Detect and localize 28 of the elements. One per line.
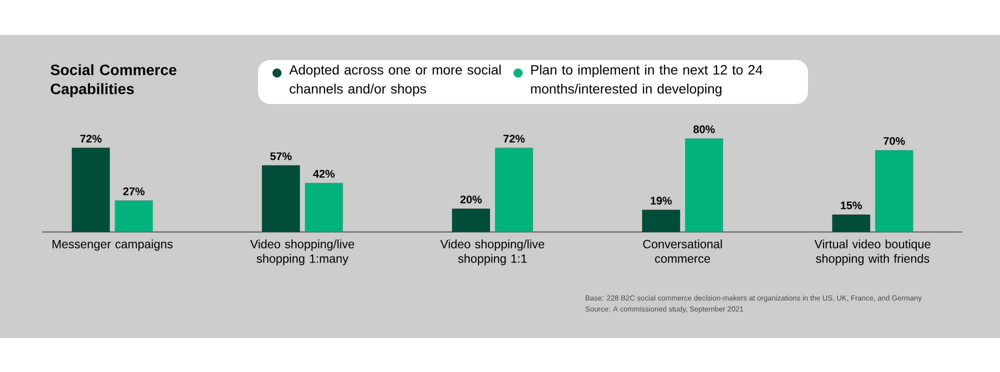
bar [262,165,300,232]
bar [114,200,153,232]
bar [642,210,680,232]
data-label: 72% [80,134,102,143]
x-tick-label: Messenger campaigns [52,240,173,251]
data-label: 72% [503,134,525,143]
bar [875,150,914,232]
legend-label: Plan to implement in the next 12 to 24 months/interested in developing [531,64,762,96]
chart-title: Social Commerce Capabilities [50,64,176,98]
data-label: 57% [270,152,292,160]
bar [72,148,110,232]
x-tick-label: Virtual video boutique shopping with friends [814,240,930,266]
x-tick-label: Video shopping/live shopping 1:1 [440,240,544,266]
bar [452,208,490,232]
data-label: 15% [840,201,862,210]
data-label: 19% [650,196,672,205]
bar [304,182,343,232]
bar [495,148,534,232]
legend-label: Adopted across one or more social channels and/or shops [289,64,501,96]
data-label: 70% [884,137,905,145]
data-label: 80% [693,125,715,134]
x-tick-label: Video shopping/live shopping 1:many [250,240,354,266]
bar [685,138,724,232]
data-label: 42% [313,170,335,178]
data-label: 20% [460,196,482,204]
bar [832,214,870,232]
data-label: 27% [123,187,145,196]
x-tick-label: Conversational commerce [643,240,722,263]
